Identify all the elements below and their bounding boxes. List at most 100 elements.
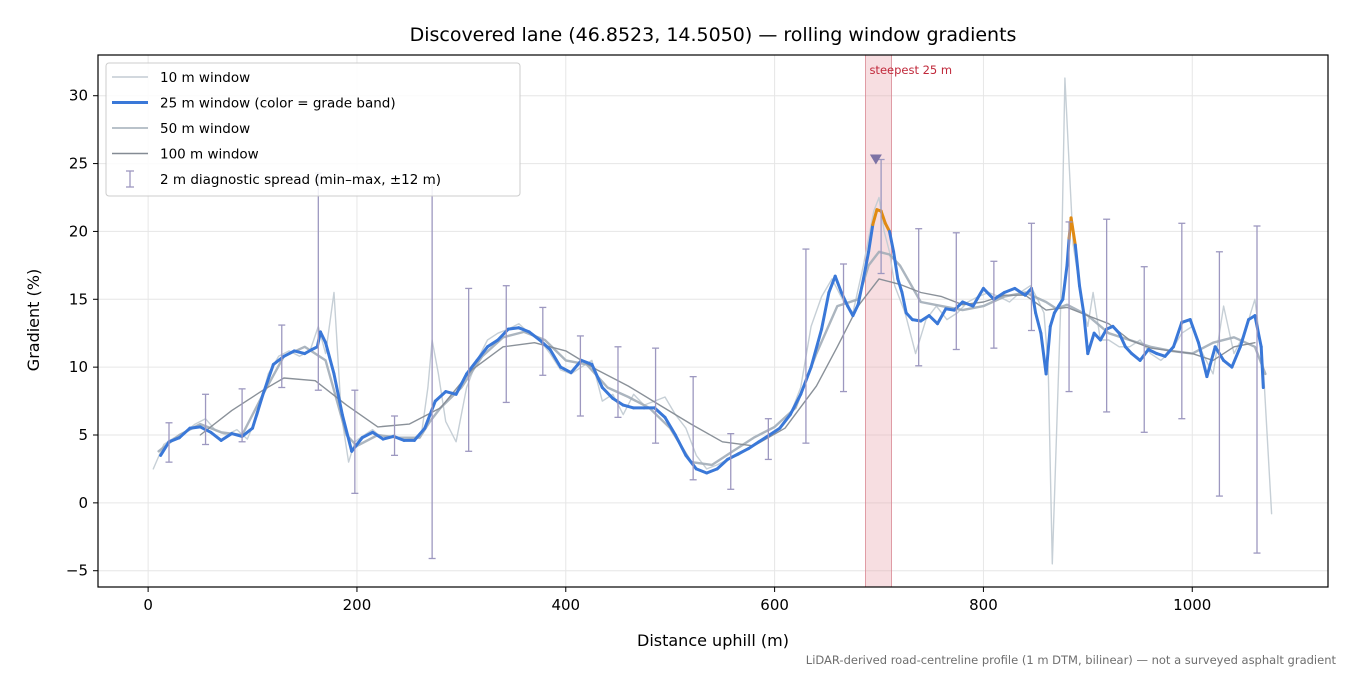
series-25m-segment (809, 327, 824, 369)
legend-entry: 10 m window (112, 70, 250, 86)
series-25m-segment (971, 286, 985, 308)
y-tick-label: 25 (69, 155, 88, 173)
series-25m-segment (559, 365, 573, 375)
errorbar (1215, 251, 1223, 497)
marker-layer (869, 154, 882, 165)
series-25m-segment (663, 415, 677, 437)
chart-title: Discovered lane (46.8523, 14.5050) — rol… (410, 24, 1017, 46)
series-25m-segment (900, 291, 908, 315)
series-25m-segment (1117, 331, 1127, 349)
caption: LiDAR-derived road-centreline profile (1… (806, 653, 1337, 667)
series-25m-segment (788, 392, 803, 417)
series-25m-segment (1111, 324, 1121, 335)
legend-entry: 100 m window (112, 147, 259, 163)
series-25m-segment (167, 436, 181, 444)
x-axis-label: Distance uphill (m) (637, 631, 789, 650)
series-25m-segment (340, 413, 354, 453)
series-25m-segment (1230, 345, 1242, 369)
y-tick-label: −5 (66, 562, 88, 580)
series-25m-segment (1061, 263, 1069, 301)
series-25m-segment (621, 403, 636, 410)
series-25m-segment-steep (871, 208, 879, 227)
series-25m-segment (433, 390, 448, 403)
series-25m-segment (318, 330, 328, 345)
series-25m-window (159, 208, 1265, 475)
errorbar (278, 324, 286, 389)
series-25m-segment (517, 326, 531, 334)
series-25m-segment (820, 291, 831, 331)
series-25m-segment (454, 372, 469, 396)
series-25m-segment-steep (879, 209, 887, 225)
series-25m-segment (694, 467, 709, 475)
series-25m-segment (992, 291, 1006, 301)
series-25m-segment (1002, 286, 1017, 294)
legend-label: 25 m window (color = grade band) (160, 96, 396, 112)
series-25m-segment (371, 430, 385, 441)
series-25m-segment (1082, 311, 1090, 356)
series-25m-segment (888, 229, 896, 254)
series-25m-segment (1078, 284, 1086, 315)
series-25m-segment (600, 386, 615, 400)
errorbar (614, 346, 622, 419)
series-25m-segment (952, 300, 965, 312)
errorbar (840, 263, 848, 393)
errorbar-layer (165, 158, 1261, 560)
series-25m-segment (240, 426, 254, 438)
series-25m-segment (896, 277, 904, 294)
series-25m-segment (1172, 320, 1184, 349)
y-tick-label: 20 (69, 222, 88, 240)
series-25m-segment (1146, 348, 1159, 356)
errorbar (391, 415, 399, 457)
errorbar (1065, 221, 1073, 393)
errorbar (165, 422, 173, 463)
y-tick-label: 5 (78, 426, 88, 444)
series-25m-segment (673, 433, 688, 457)
x-tick-label: 600 (760, 596, 789, 614)
errorbar (1103, 218, 1111, 413)
series-25m-segment (1044, 324, 1052, 376)
series-25m-segment (936, 307, 948, 326)
series-25m-segment (251, 392, 265, 430)
legend-entry: 25 m window (color = grade band) (112, 96, 396, 112)
steepest-segment-band (865, 54, 892, 588)
legend-entry: 50 m window (112, 121, 250, 137)
series-25m-segment (538, 338, 552, 351)
series-25m-segment (332, 372, 344, 417)
x-tick-label: 400 (551, 596, 580, 614)
series-25m-segment (1259, 345, 1265, 389)
errorbar (238, 388, 246, 443)
series-25m-segment (747, 440, 761, 451)
series-25m-segment (1030, 286, 1038, 315)
legend-entry: 2 m diagnostic spread (min–max, ±12 m) (126, 170, 441, 188)
errorbar (351, 389, 359, 495)
series-25m-segment (856, 277, 865, 307)
series-25m-segment (867, 223, 875, 254)
series-25m-segment (486, 338, 500, 349)
y-tick-label: 30 (69, 87, 88, 105)
errorbar (1140, 266, 1148, 433)
series-25m-segment (527, 330, 542, 342)
series-25m-segment (778, 413, 792, 430)
series-25m-segment (1222, 358, 1234, 369)
series-25m-segment (381, 434, 395, 441)
errorbar (576, 335, 584, 417)
errorbar (1027, 222, 1035, 332)
series-25m-segment (219, 432, 234, 442)
legend-box (105, 62, 521, 197)
series-25m-segment (1073, 243, 1081, 288)
grid (98, 55, 1328, 587)
series-25m-segment (1048, 311, 1056, 328)
x-tick-label: 1000 (1173, 596, 1211, 614)
series-25m-segment (927, 314, 939, 326)
x-tick-label: 0 (143, 596, 153, 614)
series-25m-segment (736, 447, 750, 456)
series-25m-segment (715, 457, 730, 471)
series-25m-segment (423, 399, 437, 430)
series-25m-segment (904, 311, 914, 322)
legend-label: 10 m window (160, 70, 250, 86)
series-25m-segment (1034, 311, 1043, 335)
errorbar (764, 418, 772, 461)
series-25m-segment (892, 250, 900, 281)
series-25m-segment (833, 274, 843, 294)
